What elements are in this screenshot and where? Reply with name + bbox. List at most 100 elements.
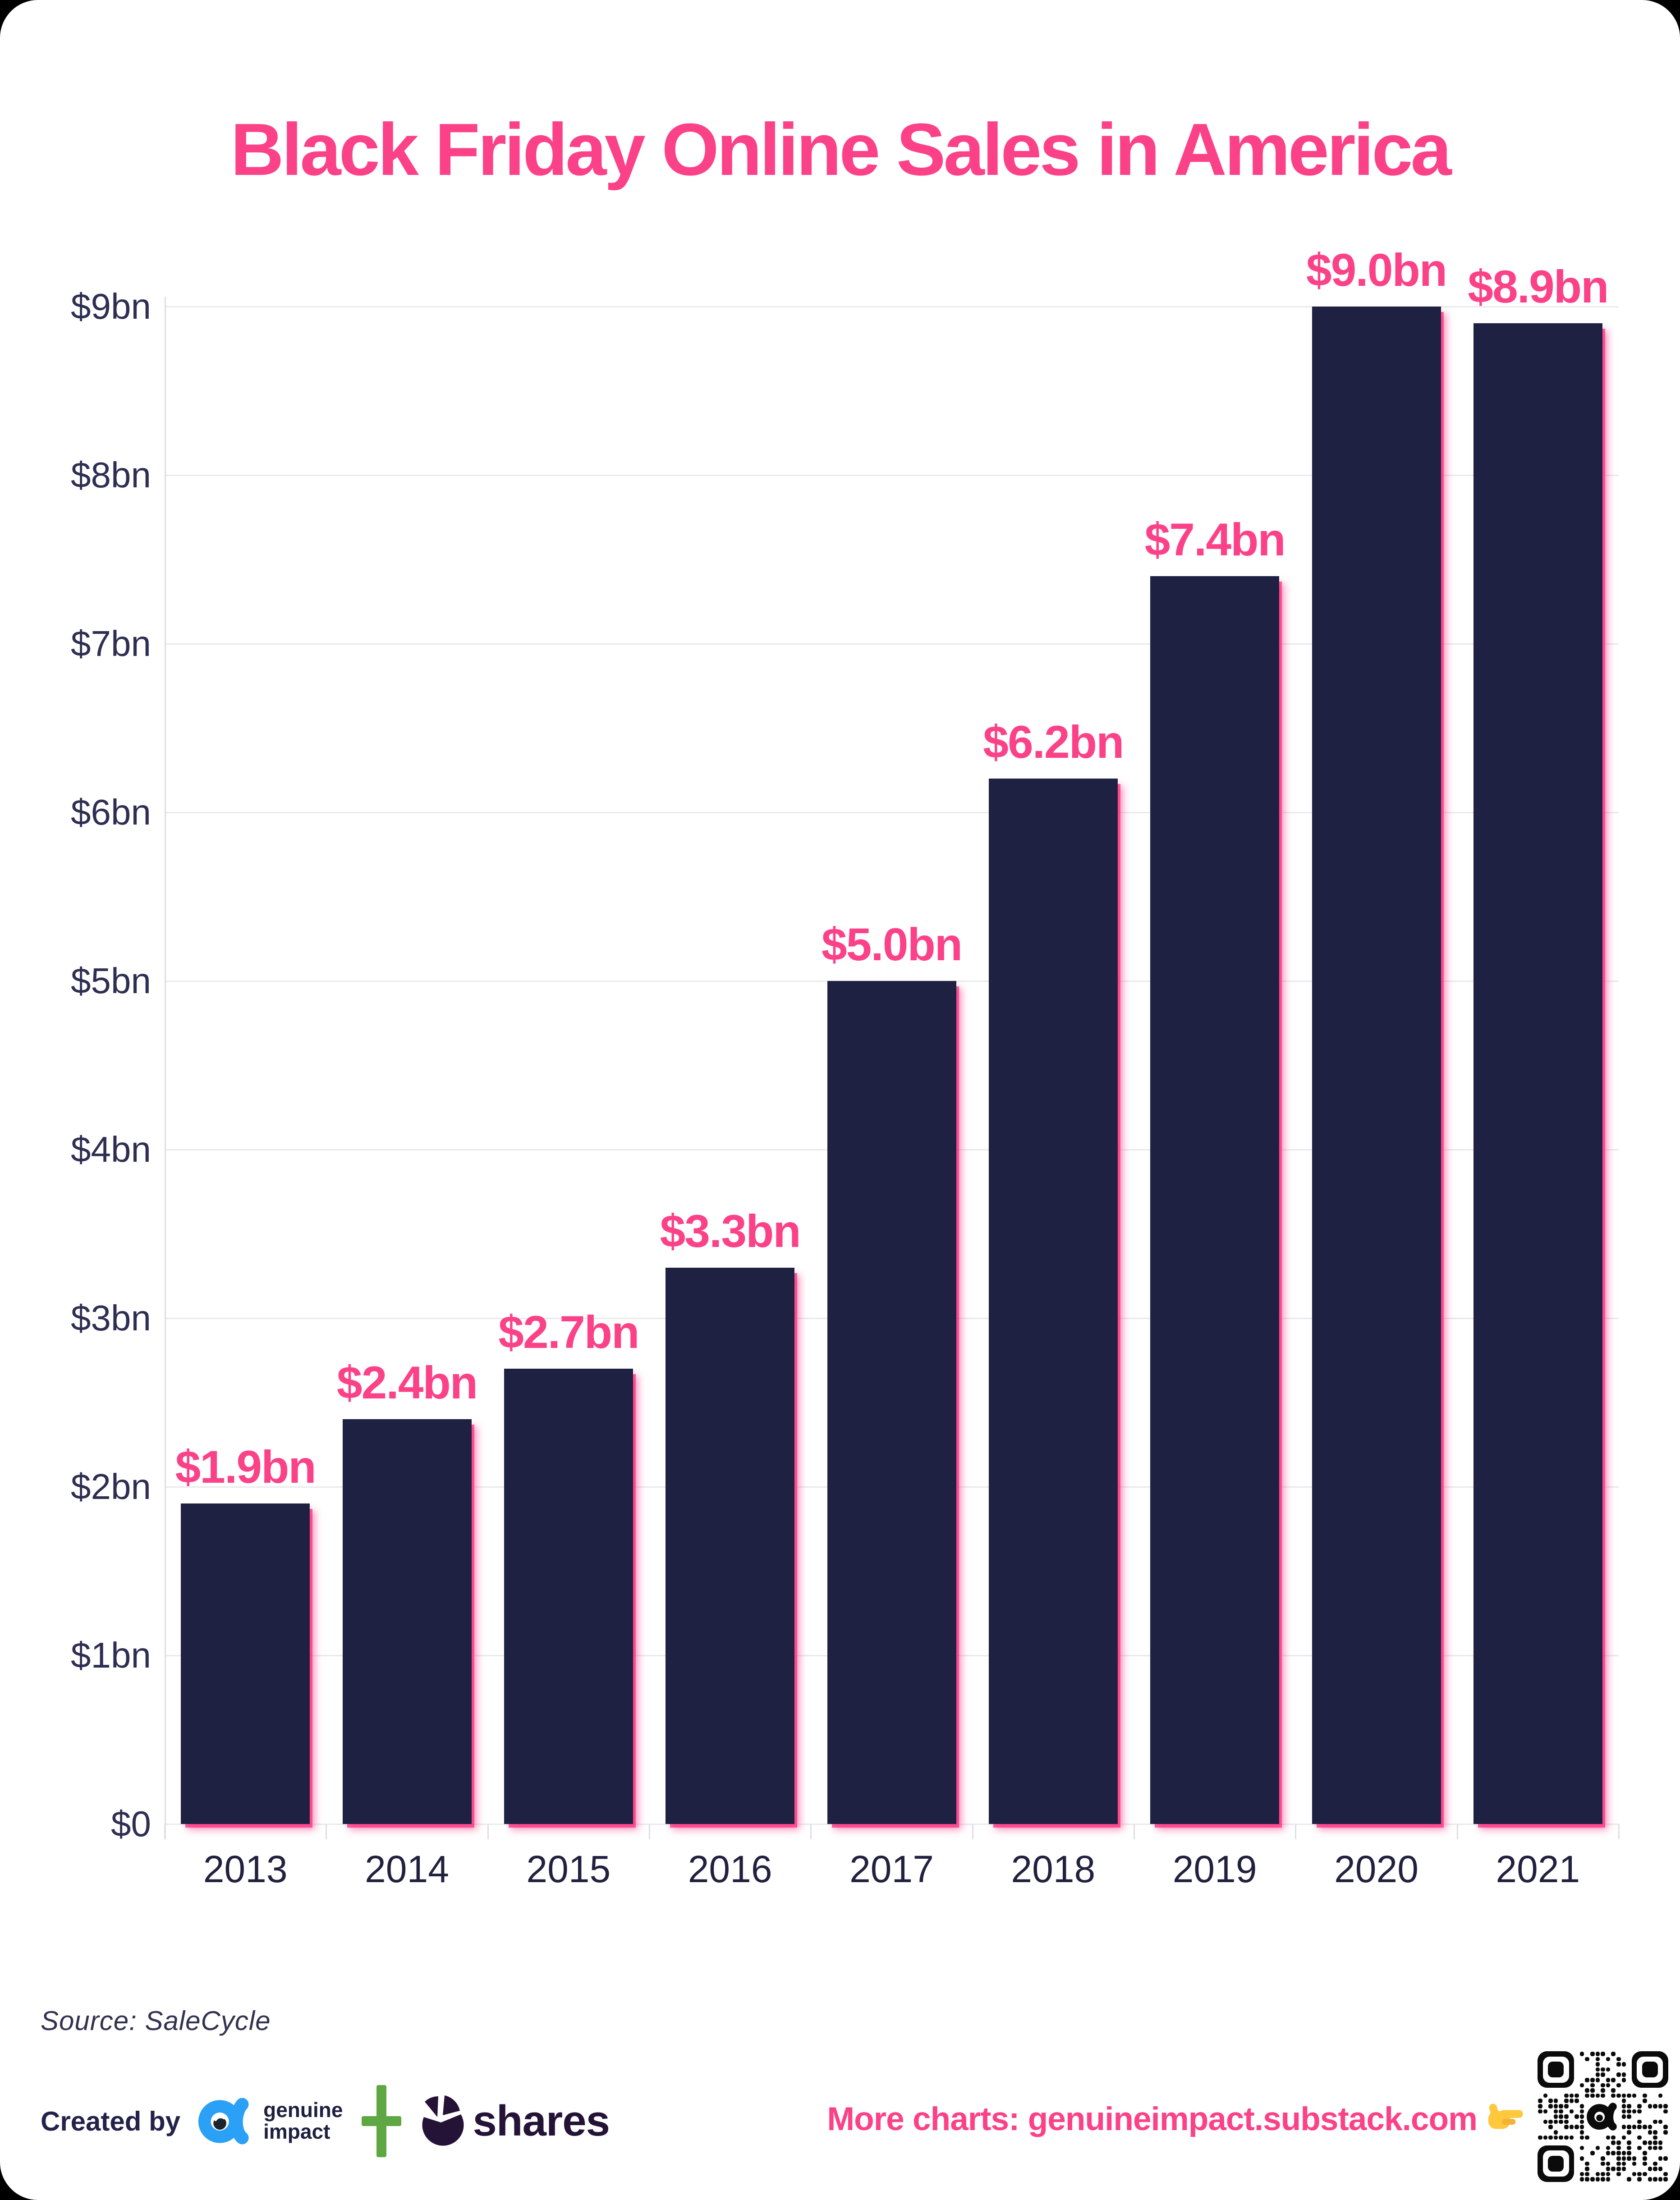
bar-2016 [666, 1267, 795, 1824]
qr-module [1637, 2145, 1642, 2150]
qr-module [1658, 2145, 1663, 2150]
qr-module [1579, 2052, 1584, 2056]
qr-module [1569, 2109, 1574, 2114]
qr-module [1601, 2161, 1605, 2166]
qr-module [1606, 2057, 1611, 2062]
qr-module [1574, 2099, 1579, 2103]
qr-module [1611, 2135, 1616, 2140]
bar-2017 [827, 981, 956, 1824]
qr-module [1627, 2130, 1631, 2135]
qr-module [1585, 2093, 1589, 2098]
qr-module [1632, 2172, 1637, 2177]
x-axis-label: 2016 [688, 1848, 772, 1890]
y-axis-label: $1bn [71, 1635, 151, 1675]
qr-module [1553, 2109, 1558, 2114]
plus-icon [343, 2083, 418, 2159]
qr-module [1606, 2078, 1611, 2082]
qr-module [1621, 2099, 1626, 2103]
qr-module [1653, 2130, 1657, 2135]
qr-module [1621, 2109, 1626, 2114]
qr-module [1663, 2109, 1668, 2114]
qr-module [1658, 2177, 1663, 2182]
qr-module [1606, 2135, 1611, 2140]
qr-module [1559, 2119, 1563, 2124]
qr-module [1621, 2156, 1626, 2161]
qr-module [1648, 2145, 1652, 2150]
qr-module [1574, 2093, 1579, 2098]
qr-module [1616, 2161, 1621, 2166]
x-axis-tick [1295, 1824, 1297, 1839]
qr-module [1579, 2083, 1584, 2088]
qr-module [1553, 2099, 1558, 2103]
qr-module [1543, 2119, 1548, 2124]
qr-module [1653, 2119, 1657, 2124]
qr-module [1553, 2114, 1558, 2119]
qr-module [1648, 2177, 1652, 2182]
qr-module [1653, 2140, 1657, 2145]
qr-module [1621, 2078, 1626, 2082]
qr-module [1585, 2172, 1589, 2177]
x-axis-tick [1618, 1824, 1620, 1839]
value-label: $3.3bn [660, 1205, 801, 1257]
qr-module [1590, 2088, 1595, 2093]
qr-module [1616, 2167, 1621, 2171]
qr-module [1595, 2172, 1600, 2177]
qr-module [1616, 2062, 1621, 2067]
qr-module [1643, 2140, 1647, 2145]
qr-module [1643, 2099, 1647, 2103]
y-axis-label: $9bn [71, 286, 151, 326]
qr-center-logo-icon [1584, 2098, 1621, 2135]
qr-module [1616, 2093, 1621, 2098]
qr-module [1543, 2135, 1548, 2140]
y-axis-label: $7bn [71, 623, 151, 664]
qr-module [1637, 2177, 1642, 2182]
qr-module [1606, 2151, 1611, 2155]
qr-module [1648, 2130, 1652, 2135]
value-label: $2.4bn [336, 1357, 478, 1409]
x-axis-label: 2014 [365, 1848, 449, 1890]
qr-module [1601, 2093, 1605, 2098]
qr-module [1643, 2093, 1647, 2098]
qr-module [1632, 2156, 1637, 2161]
qr-finder [1548, 2156, 1564, 2172]
qr-module [1616, 2172, 1621, 2177]
x-axis-label: 2017 [849, 1848, 934, 1890]
qr-module [1648, 2140, 1652, 2145]
x-axis-label: 2018 [1011, 1848, 1096, 1890]
qr-module [1579, 2135, 1584, 2140]
qr-module [1569, 2093, 1574, 2098]
x-axis-tick [1134, 1824, 1135, 1839]
qr-module [1590, 2177, 1595, 2182]
value-label: $8.9bn [1468, 261, 1609, 313]
qr-module [1606, 2167, 1611, 2171]
qr-module [1538, 2104, 1542, 2108]
qr-module [1627, 2109, 1631, 2114]
y-axis-label: $8bn [71, 455, 151, 495]
qr-module [1595, 2067, 1600, 2072]
qr-module [1637, 2172, 1642, 2177]
qr-module [1627, 2151, 1631, 2155]
qr-module [1621, 2114, 1626, 2119]
qr-module [1559, 2109, 1563, 2114]
qr-module [1653, 2135, 1657, 2140]
qr-module [1663, 2177, 1668, 2182]
qr-module [1553, 2135, 1558, 2140]
qr-module [1548, 2099, 1553, 2103]
qr-module [1601, 2172, 1605, 2177]
qr-module [1611, 2088, 1616, 2093]
qr-module [1611, 2093, 1616, 2098]
qr-module [1585, 2088, 1589, 2093]
qr-module [1579, 2177, 1584, 2182]
qr-module [1548, 2104, 1553, 2108]
footer-credits: Created by genuine impact [41, 2078, 610, 2164]
qr-module [1548, 2135, 1553, 2140]
qr-module [1559, 2104, 1563, 2108]
qr-module [1663, 2130, 1668, 2135]
qr-module [1543, 2093, 1548, 2098]
qr-module [1564, 2104, 1569, 2108]
qr-module [1579, 2172, 1584, 2177]
qr-module [1643, 2161, 1647, 2166]
qr-module [1601, 2088, 1605, 2093]
qr-module [1585, 2057, 1589, 2062]
